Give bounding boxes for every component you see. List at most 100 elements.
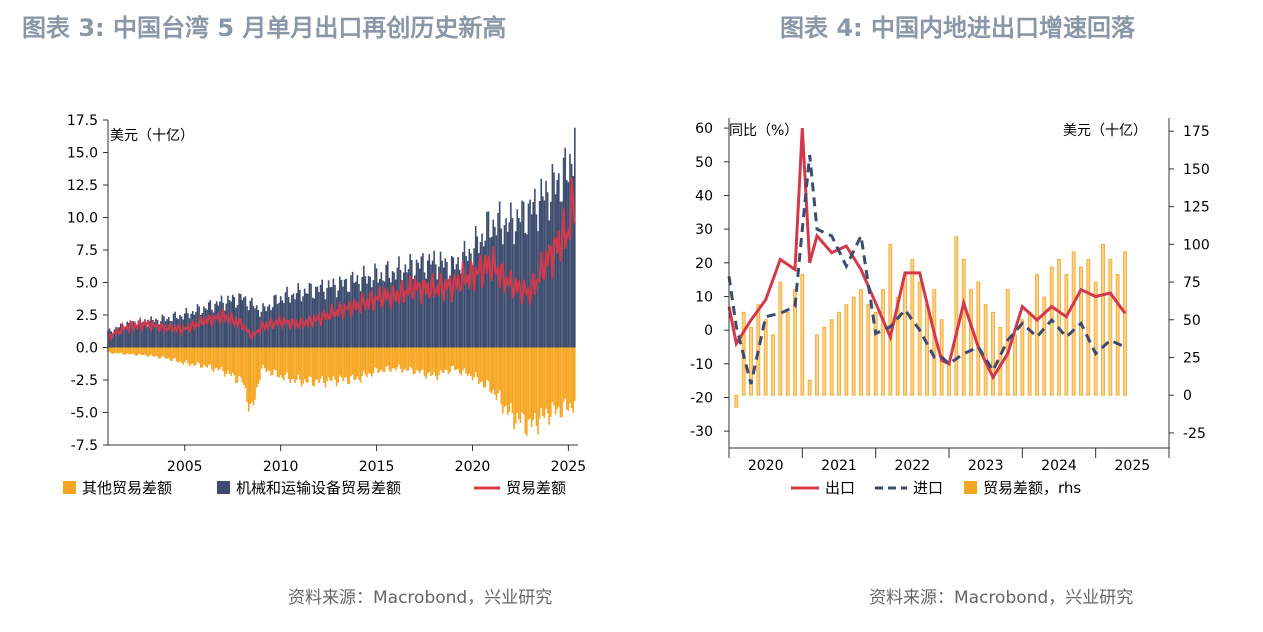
machinery-bar [225,303,228,348]
machinery-bar [478,252,480,348]
balance-bar [807,379,812,396]
machinery-bar [567,182,570,348]
other-bar [326,347,328,382]
other-bar [164,347,167,359]
legend-label-exports: 出口 [825,479,855,497]
other-bar [378,347,381,372]
machinery-bar [111,333,114,348]
machinery-bar [554,194,557,348]
other-bar [548,347,551,425]
other-bar [444,347,447,370]
machinery-bar [139,319,141,348]
other-bar [409,347,411,367]
machinery-bar [466,261,469,348]
other-bar [346,347,349,384]
other-bar [426,347,429,374]
other-bar [249,347,252,404]
machinery-bar [407,269,410,348]
other-bar [498,347,501,391]
balance-bar [829,319,834,396]
other-bar [203,347,205,365]
other-bar [292,347,295,379]
other-bar [431,347,434,376]
machinery-bar [164,321,167,348]
other-bar [484,347,487,388]
other-bar [233,347,236,376]
machinery-bar [257,310,260,348]
machinery-bar [436,279,439,348]
other-bar [369,347,371,374]
other-bar [478,347,480,385]
other-bar [383,347,386,372]
machinery-bar [222,302,224,348]
machinery-bar [497,212,499,348]
machinery-bar [430,264,432,348]
machinery-bar [449,275,451,348]
machinery-bar [148,320,151,348]
other-bar [254,347,256,400]
other-bar [449,347,451,373]
machinery-bar [534,188,536,348]
other-bar [377,347,379,373]
machinery-bar [354,281,357,348]
y-tick-label: 10.0 [67,211,98,227]
y-tick-label-right: 75 [1183,275,1201,291]
other-bar [396,347,399,368]
machinery-bar [167,317,170,348]
other-bar [166,347,168,359]
other-bar [436,347,439,381]
machinery-bar [404,264,407,348]
machinery-bar [487,211,490,348]
machinery-bar [174,311,176,348]
other-bar [394,347,397,371]
other-bar [537,347,539,435]
other-bar [423,347,426,377]
other-bar [332,347,335,377]
other-bar [354,347,357,380]
other-bar [516,347,519,413]
machinery-bar [454,269,456,348]
machinery-bar [235,307,237,348]
other-bar [263,347,266,369]
other-bar [177,347,180,363]
machinery-bar [124,326,127,348]
other-bar [564,347,567,399]
balance-bar [771,334,775,396]
machinery-bar [537,231,539,348]
other-bar [222,347,224,372]
other-bar [417,347,419,372]
other-bar [460,347,463,376]
other-bar [529,347,531,419]
other-bar [268,347,271,371]
y-tick-label-left: 0 [704,323,713,339]
machinery-bar [265,311,268,348]
other-bar [217,347,220,371]
other-bar [442,347,445,374]
other-bar [574,347,576,401]
machinery-bar [422,253,424,348]
other-bar [425,347,427,379]
other-bar [450,347,453,367]
other-bar [567,347,570,411]
chart-title-right: 图表 4: 中国内地进出口增速回落 [780,14,1136,42]
machinery-bar [516,209,519,348]
machinery-bar [412,279,415,348]
balance-bar [1086,259,1091,396]
machinery-bar [457,257,459,348]
machinery-bar [286,286,288,348]
other-bar [553,347,555,406]
machinery-bar [556,179,559,348]
other-bar [195,347,197,366]
other-bar [185,347,188,361]
y-tick-label-right: 50 [1183,313,1201,329]
other-bar [135,347,138,356]
machinery-bar [572,175,575,348]
other-bar [340,347,343,378]
source-note-right: 资料来源：Macrobond，兴业研究 [869,588,1134,608]
machinery-bar [169,321,172,348]
y-tick-label: 0.0 [76,341,98,357]
machinery-bar [135,326,138,348]
y-tick-label-left: 40 [695,188,713,204]
other-bar [433,347,435,373]
other-bar [401,347,403,373]
